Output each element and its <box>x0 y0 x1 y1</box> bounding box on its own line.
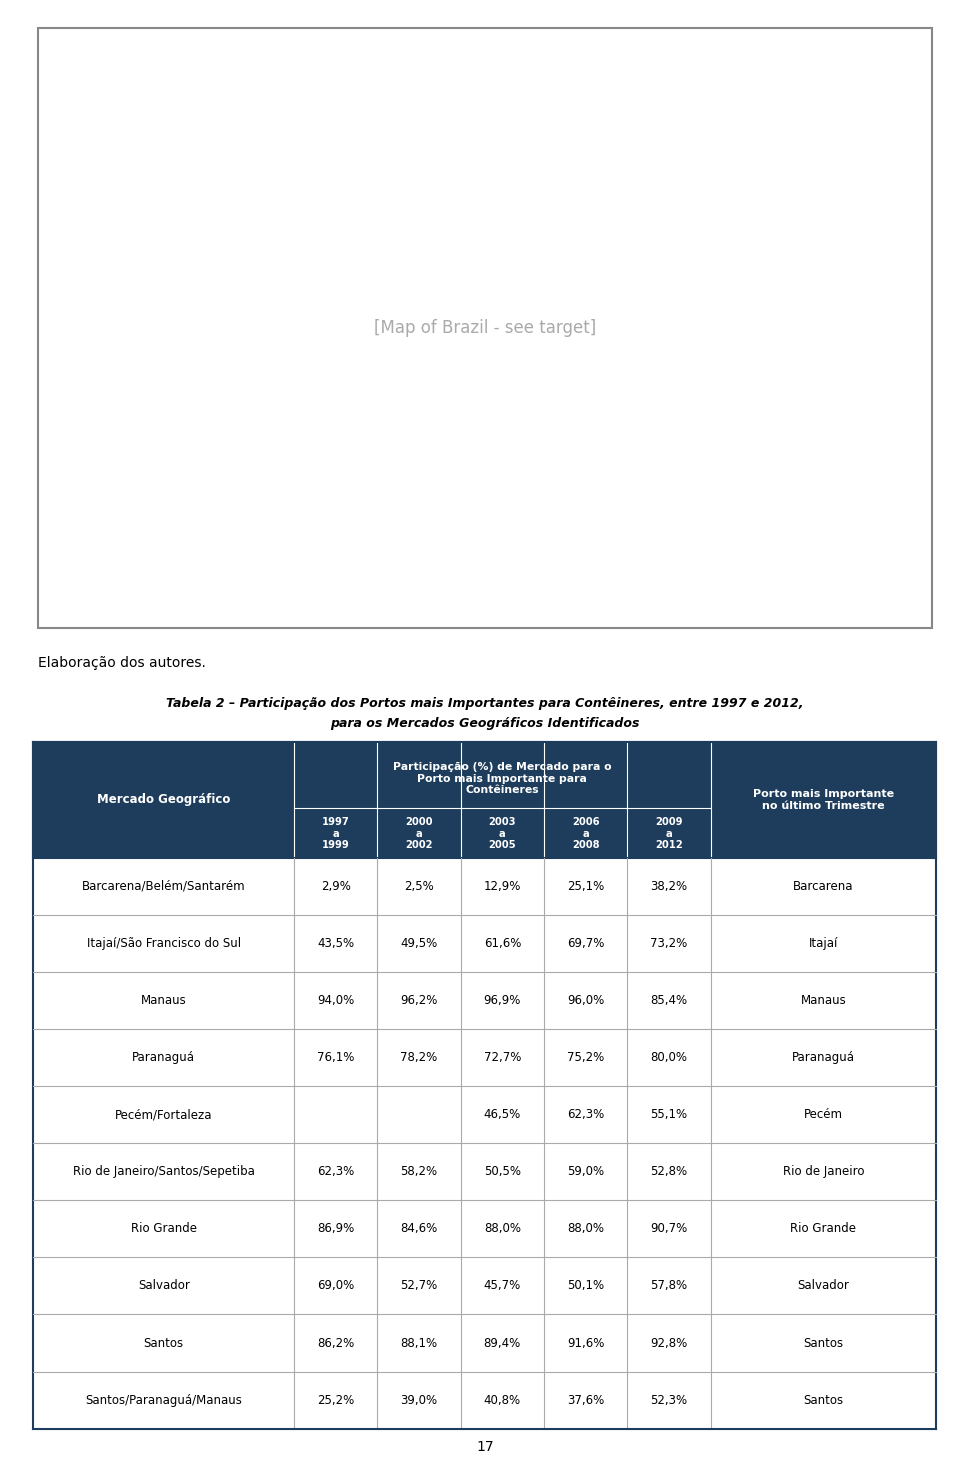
Text: 39,0%: 39,0% <box>400 1394 438 1407</box>
FancyBboxPatch shape <box>34 1029 936 1086</box>
Text: 62,3%: 62,3% <box>317 1165 354 1178</box>
Text: 86,9%: 86,9% <box>317 1222 354 1235</box>
Text: 85,4%: 85,4% <box>650 994 687 1007</box>
Text: Santos/Paranaguá/Manaus: Santos/Paranaguá/Manaus <box>85 1394 242 1407</box>
Text: Salvador: Salvador <box>138 1280 190 1292</box>
Text: Itajaí/São Francisco do Sul: Itajaí/São Francisco do Sul <box>86 937 241 951</box>
Text: Rio de Janeiro/Santos/Sepetiba: Rio de Janeiro/Santos/Sepetiba <box>73 1165 254 1178</box>
Text: Paranaguá: Paranaguá <box>792 1051 854 1064</box>
Text: 2,9%: 2,9% <box>321 881 350 892</box>
Text: 38,2%: 38,2% <box>650 881 687 892</box>
Text: Mercado Geográfico: Mercado Geográfico <box>97 793 230 806</box>
Text: 69,0%: 69,0% <box>317 1280 354 1292</box>
Text: 2009
a
2012: 2009 a 2012 <box>655 816 683 850</box>
Text: Pecém: Pecém <box>804 1108 843 1121</box>
FancyBboxPatch shape <box>34 857 936 916</box>
FancyBboxPatch shape <box>34 1200 936 1257</box>
Text: 89,4%: 89,4% <box>484 1337 521 1350</box>
Text: Porto mais Importante
no último Trimestre: Porto mais Importante no último Trimestr… <box>753 789 894 811</box>
Text: 46,5%: 46,5% <box>484 1108 521 1121</box>
Text: 55,1%: 55,1% <box>650 1108 687 1121</box>
Text: Participação (%) de Mercado para o
Porto mais Importante para
Contêineres: Participação (%) de Mercado para o Porto… <box>393 763 612 796</box>
Text: 2006
a
2008: 2006 a 2008 <box>572 816 599 850</box>
Text: 88,0%: 88,0% <box>567 1222 604 1235</box>
Text: 96,9%: 96,9% <box>484 994 521 1007</box>
Text: 88,1%: 88,1% <box>400 1337 438 1350</box>
Text: Salvador: Salvador <box>798 1280 850 1292</box>
Text: 37,6%: 37,6% <box>567 1394 604 1407</box>
Text: 90,7%: 90,7% <box>650 1222 687 1235</box>
FancyBboxPatch shape <box>34 1372 936 1429</box>
Text: Paranaguá: Paranaguá <box>132 1051 195 1064</box>
Text: 75,2%: 75,2% <box>567 1051 604 1064</box>
FancyBboxPatch shape <box>34 1086 936 1143</box>
Text: 45,7%: 45,7% <box>484 1280 521 1292</box>
FancyBboxPatch shape <box>34 1315 936 1372</box>
Text: 25,1%: 25,1% <box>567 881 604 892</box>
Text: 73,2%: 73,2% <box>650 937 687 951</box>
Text: 52,8%: 52,8% <box>650 1165 687 1178</box>
Text: 86,2%: 86,2% <box>317 1337 354 1350</box>
Text: Barcarena: Barcarena <box>793 881 853 892</box>
FancyBboxPatch shape <box>34 972 936 1029</box>
Text: 61,6%: 61,6% <box>484 937 521 951</box>
Text: [Map of Brazil - see target]: [Map of Brazil - see target] <box>373 319 596 337</box>
Text: 2,5%: 2,5% <box>404 881 434 892</box>
Text: Tabela 2 – Participação dos Portos mais Importantes para Contêineres, entre 1997: Tabela 2 – Participação dos Portos mais … <box>166 697 804 710</box>
Text: Manaus: Manaus <box>141 994 186 1007</box>
Text: Elaboração dos autores.: Elaboração dos autores. <box>38 656 205 671</box>
Text: 52,3%: 52,3% <box>650 1394 687 1407</box>
Text: 76,1%: 76,1% <box>317 1051 354 1064</box>
Text: 96,0%: 96,0% <box>567 994 604 1007</box>
Text: 58,2%: 58,2% <box>400 1165 438 1178</box>
Text: 50,5%: 50,5% <box>484 1165 521 1178</box>
Text: 84,6%: 84,6% <box>400 1222 438 1235</box>
Text: Santos: Santos <box>804 1394 844 1407</box>
Text: Barcarena/Belém/Santarém: Barcarena/Belém/Santarém <box>82 881 246 892</box>
Text: 25,2%: 25,2% <box>317 1394 354 1407</box>
Text: 57,8%: 57,8% <box>650 1280 687 1292</box>
Text: 40,8%: 40,8% <box>484 1394 521 1407</box>
Text: 59,0%: 59,0% <box>567 1165 604 1178</box>
Text: 2003
a
2005: 2003 a 2005 <box>489 816 516 850</box>
Text: 1997
a
1999: 1997 a 1999 <box>322 816 349 850</box>
Text: 80,0%: 80,0% <box>650 1051 687 1064</box>
Text: Pecém/Fortaleza: Pecém/Fortaleza <box>115 1108 212 1121</box>
Text: 92,8%: 92,8% <box>650 1337 687 1350</box>
Text: 72,7%: 72,7% <box>484 1051 521 1064</box>
Text: 69,7%: 69,7% <box>567 937 604 951</box>
Text: 94,0%: 94,0% <box>317 994 354 1007</box>
Text: para os Mercados Geográficos Identificados: para os Mercados Geográficos Identificad… <box>330 717 639 730</box>
FancyBboxPatch shape <box>38 28 931 628</box>
Text: 78,2%: 78,2% <box>400 1051 438 1064</box>
Text: Santos: Santos <box>144 1337 183 1350</box>
Text: Santos: Santos <box>804 1337 844 1350</box>
Text: 52,7%: 52,7% <box>400 1280 438 1292</box>
Text: 12,9%: 12,9% <box>484 881 521 892</box>
Text: Manaus: Manaus <box>801 994 847 1007</box>
FancyBboxPatch shape <box>34 1143 936 1200</box>
FancyBboxPatch shape <box>34 916 936 972</box>
Text: Rio de Janeiro: Rio de Janeiro <box>782 1165 864 1178</box>
Text: 43,5%: 43,5% <box>317 937 354 951</box>
Text: 2000
a
2002: 2000 a 2002 <box>405 816 433 850</box>
Text: Rio Grande: Rio Grande <box>790 1222 856 1235</box>
FancyBboxPatch shape <box>34 742 936 857</box>
Text: 50,1%: 50,1% <box>567 1280 604 1292</box>
Text: 62,3%: 62,3% <box>567 1108 604 1121</box>
Text: Itajaí: Itajaí <box>808 937 838 951</box>
Text: Rio Grande: Rio Grande <box>131 1222 197 1235</box>
FancyBboxPatch shape <box>34 1257 936 1315</box>
Text: 88,0%: 88,0% <box>484 1222 521 1235</box>
Text: 91,6%: 91,6% <box>567 1337 604 1350</box>
Text: 49,5%: 49,5% <box>400 937 438 951</box>
Text: 96,2%: 96,2% <box>400 994 438 1007</box>
Text: 17: 17 <box>476 1441 493 1454</box>
